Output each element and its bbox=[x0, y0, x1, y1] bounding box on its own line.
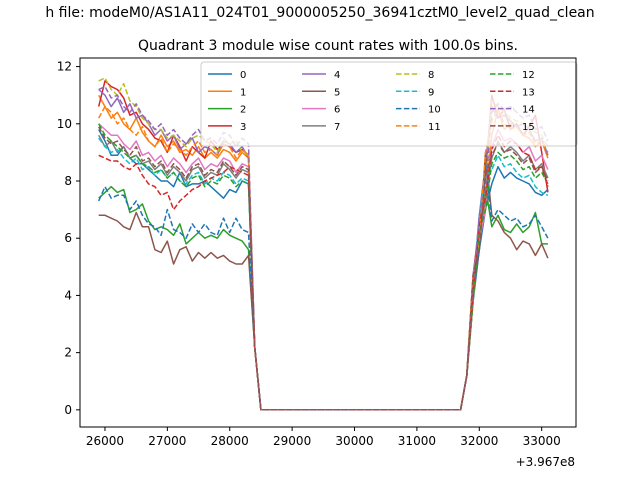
y-axis-ticks: 0 2 4 6 8 10 12 bbox=[57, 60, 80, 417]
x-tick-label: 29000 bbox=[273, 434, 311, 448]
legend-label-9: 9 bbox=[428, 87, 434, 98]
x-tick-label: 31000 bbox=[398, 434, 436, 448]
legend-label-5: 5 bbox=[334, 87, 340, 98]
y-tick-label: 0 bbox=[64, 403, 72, 417]
x-tick-label: 27000 bbox=[148, 434, 186, 448]
y-tick-label: 2 bbox=[64, 346, 72, 360]
legend-label-2: 2 bbox=[240, 105, 246, 116]
x-tick-label: 32000 bbox=[460, 434, 498, 448]
chart-title: Quadrant 3 module wise count rates with … bbox=[138, 38, 518, 54]
legend-label-10: 10 bbox=[428, 105, 441, 116]
x-tick-label: 33000 bbox=[523, 434, 561, 448]
legend-label-7: 7 bbox=[334, 122, 340, 133]
figure-suptitle: h file: modeM0/AS1A11_024T01_9000005250_… bbox=[45, 5, 594, 21]
axes-frame bbox=[79, 57, 577, 428]
x-axis-offset-label: +3.967e8 bbox=[516, 455, 575, 469]
legend-label-12: 12 bbox=[522, 70, 535, 81]
y-tick-label: 10 bbox=[57, 117, 72, 131]
legend-label-1: 1 bbox=[240, 87, 246, 98]
legend-box bbox=[200, 61, 578, 147]
x-tick-label: 30000 bbox=[335, 434, 373, 448]
legend-label-8: 8 bbox=[428, 70, 434, 81]
legend-label-13: 13 bbox=[522, 87, 535, 98]
legend-label-4: 4 bbox=[334, 70, 340, 81]
x-tick-label: 28000 bbox=[211, 434, 249, 448]
series-line-8 bbox=[98, 77, 549, 411]
y-tick-label: 6 bbox=[64, 231, 72, 245]
legend-label-0: 0 bbox=[240, 70, 246, 81]
legend-label-15: 15 bbox=[522, 122, 535, 133]
legend-label-11: 11 bbox=[428, 122, 441, 133]
legend-label-3: 3 bbox=[240, 122, 246, 133]
series-line-15 bbox=[98, 126, 549, 411]
x-tick-label: 26000 bbox=[86, 434, 124, 448]
y-tick-label: 12 bbox=[57, 60, 72, 74]
plot-area bbox=[97, 77, 549, 411]
legend-label-14: 14 bbox=[522, 105, 535, 116]
x-axis-ticks: 26000 27000 28000 29000 30000 31000 32000 33000 bbox=[86, 427, 561, 448]
y-tick-label: 4 bbox=[64, 288, 72, 302]
y-tick-label: 8 bbox=[64, 174, 72, 188]
legend-label-6: 6 bbox=[334, 105, 340, 116]
